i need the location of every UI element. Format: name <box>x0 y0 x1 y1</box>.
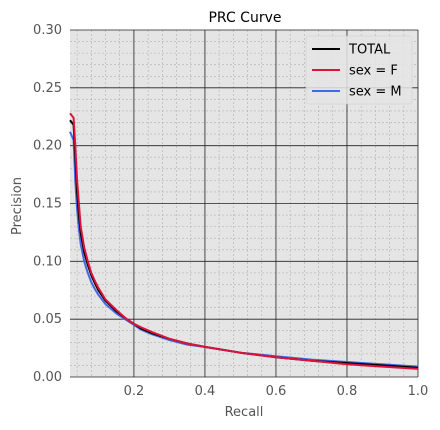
y-tick-label: 0.00 <box>33 370 62 385</box>
x-tick-label: 1.0 <box>408 384 429 399</box>
series-layer <box>69 112 419 370</box>
legend-box <box>305 35 413 105</box>
y-axis-label: Precision <box>10 177 25 235</box>
x-tick-label: 0.8 <box>337 384 358 399</box>
x-tick-label: 0.4 <box>195 384 216 399</box>
y-tick-label: 0.25 <box>33 81 62 96</box>
x-tick-label: 0.2 <box>124 384 145 399</box>
legend-label: sex = F <box>349 64 398 79</box>
x-tick-label: 0.6 <box>266 384 287 399</box>
x-axis-label: Recall <box>225 405 264 420</box>
chart-title: PRC Curve <box>208 10 281 26</box>
legend-label: TOTAL <box>348 43 391 58</box>
y-tick-label: 0.20 <box>33 139 62 154</box>
y-axis: 0.00 0.05 0.10 0.15 0.20 0.25 0.30 <box>33 23 62 385</box>
y-tick-label: 0.15 <box>33 197 62 212</box>
legend: TOTAL sex = F sex = M <box>305 35 413 105</box>
y-tick-label: 0.30 <box>33 23 62 38</box>
x-axis: 0.2 0.4 0.6 0.8 1.0 <box>124 384 429 399</box>
series-line-sex-f <box>69 112 419 370</box>
y-tick-label: 0.05 <box>33 312 62 327</box>
y-tick-label: 0.10 <box>33 254 62 269</box>
legend-label: sex = M <box>349 85 402 100</box>
major-grid <box>70 29 419 378</box>
